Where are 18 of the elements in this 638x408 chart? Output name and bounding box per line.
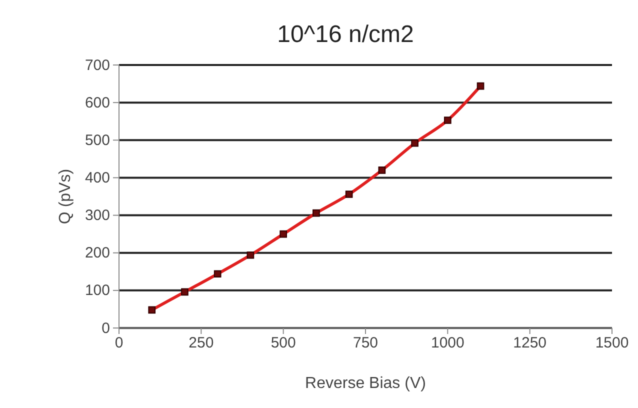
y-tick-label: 700 xyxy=(84,56,110,74)
y-tick-label: 200 xyxy=(84,244,110,262)
x-tick-label: 1500 xyxy=(595,334,629,352)
x-axis-title: Reverse Bias (V) xyxy=(305,375,426,392)
x-tick-label: 1000 xyxy=(430,334,464,352)
y-tick-label: 400 xyxy=(84,170,110,187)
chart-title: 10^16 n/cm2 xyxy=(277,21,414,48)
x-tick-label: 250 xyxy=(188,334,214,352)
y-axis-title: Q (pVs) xyxy=(57,168,74,224)
y-tick-label: 0 xyxy=(102,320,110,337)
y-tick-label: 500 xyxy=(84,132,110,149)
x-tick-label: 1250 xyxy=(513,334,547,352)
y-tick-label: 100 xyxy=(84,282,110,300)
x-tick-label: 0 xyxy=(114,334,124,352)
x-tick-label: 500 xyxy=(270,334,296,352)
x-tick-label: 750 xyxy=(352,334,378,352)
y-tick-label: 300 xyxy=(84,207,110,224)
y-tick-label: 600 xyxy=(84,94,110,112)
